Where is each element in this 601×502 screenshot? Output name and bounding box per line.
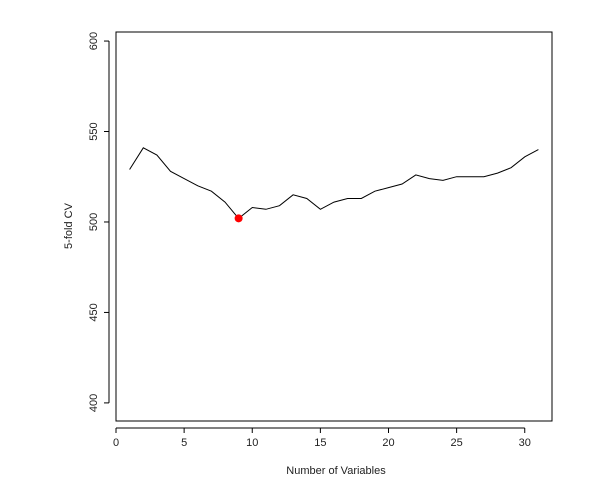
y-tick-label: 500 — [88, 213, 100, 231]
x-axis-label: Number of Variables — [286, 465, 386, 477]
x-tick-label: 25 — [451, 437, 463, 449]
x-tick-label: 30 — [519, 437, 531, 449]
y-tick-label: 450 — [88, 303, 100, 321]
y-tick-label: 550 — [88, 122, 100, 140]
x-tick-label: 10 — [246, 437, 258, 449]
data-points — [128, 146, 540, 220]
minimum-point-marker — [234, 214, 243, 223]
y-tick-label: 400 — [88, 394, 100, 412]
x-tick-label: 0 — [113, 437, 119, 449]
y-tick-label: 600 — [88, 32, 100, 50]
x-tick-label: 20 — [382, 437, 394, 449]
x-tick-label: 15 — [314, 437, 326, 449]
x-axis: 0 5 10 15 20 25 30 — [113, 427, 531, 449]
plot-frame — [115, 31, 553, 422]
x-tick-label: 5 — [181, 437, 187, 449]
series-line — [129, 147, 539, 220]
y-axis-label: 5-fold CV — [63, 202, 75, 249]
y-axis: 400 450 500 550 600 — [88, 32, 110, 412]
